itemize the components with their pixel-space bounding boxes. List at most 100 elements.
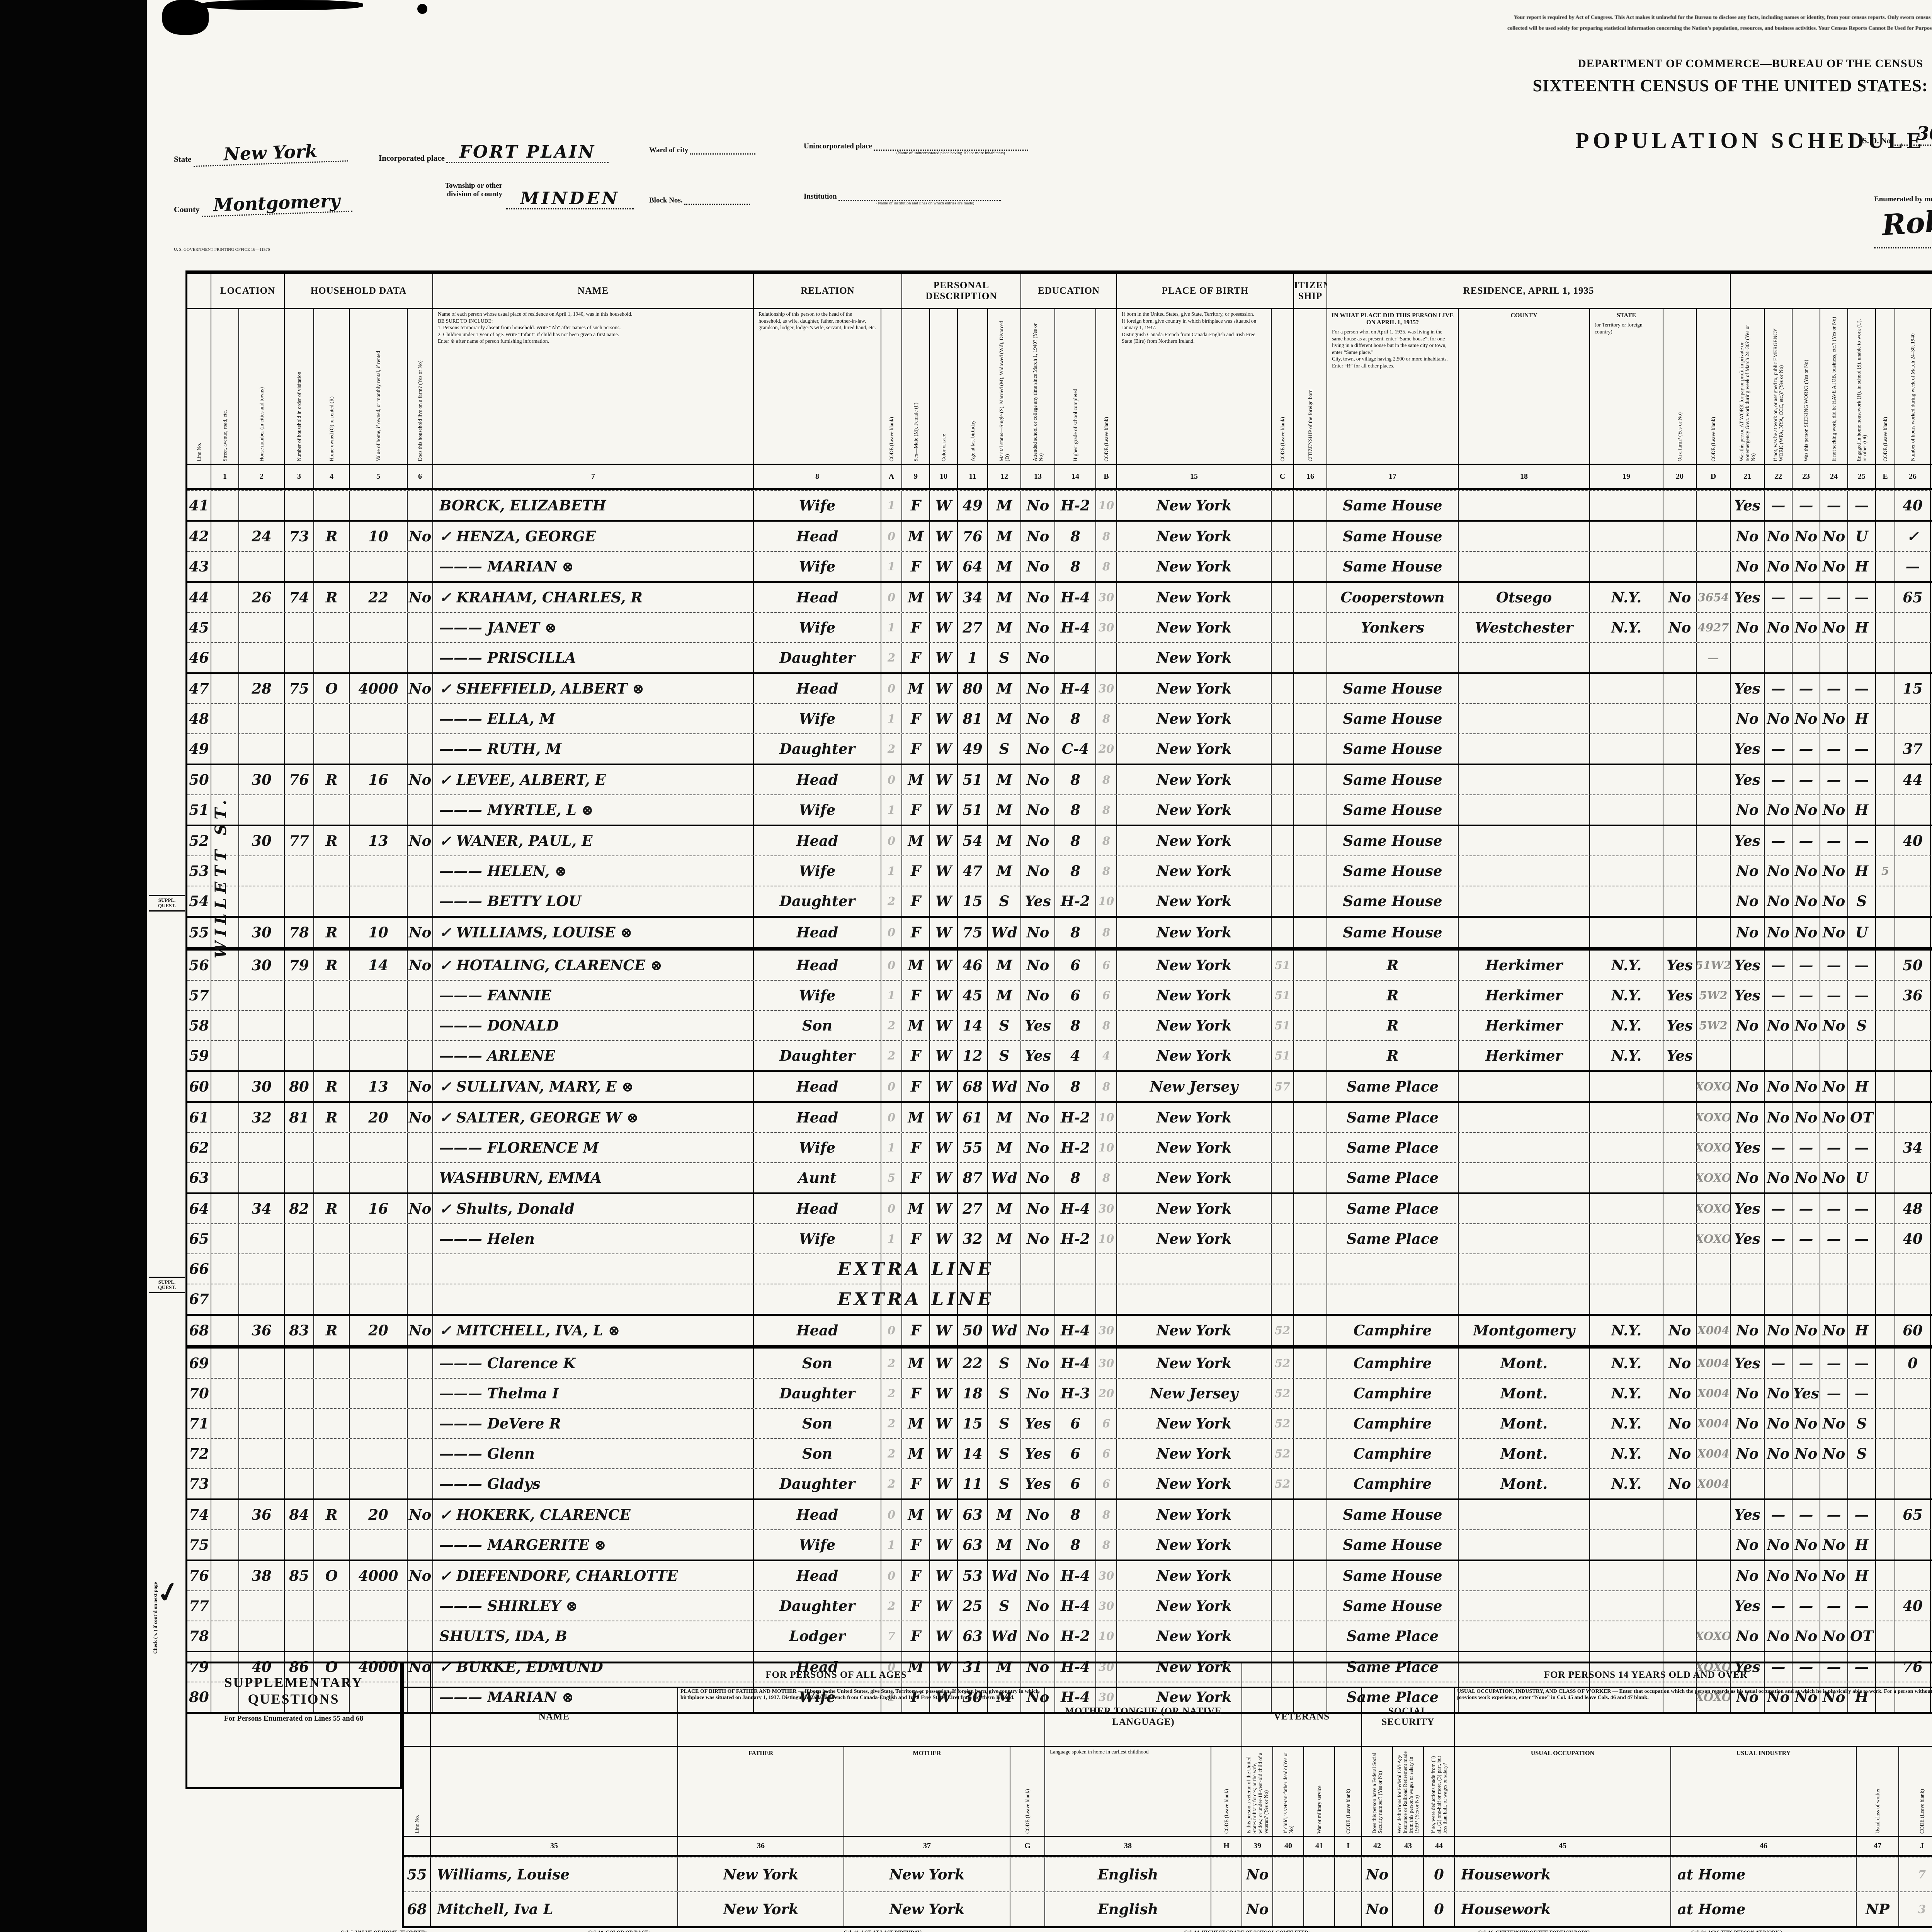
cell-w22: No	[1765, 1379, 1793, 1408]
cell-w25: H	[1848, 1530, 1876, 1560]
cell-or	[314, 643, 350, 672]
cell-codeA: 1	[881, 491, 902, 520]
cell-w21: Yes	[1731, 734, 1765, 764]
cell-w24	[1820, 1254, 1848, 1284]
cell-street	[211, 826, 239, 855]
cell-grade: H-4	[1055, 1682, 1096, 1712]
cell-grade: 4	[1055, 1041, 1096, 1070]
cell-city35: Camphire	[1327, 1409, 1459, 1438]
schedule-title: POPULATION SCHEDULE	[1575, 128, 1925, 153]
col-label-13: Attended school or college any time sinc…	[1021, 309, 1055, 464]
cell-grade: H-4	[1055, 1652, 1096, 1682]
col-label-24: If not seeking work, did he HAVE A JOB, …	[1820, 309, 1848, 464]
cell-ln: 55	[404, 1857, 431, 1891]
cell-codeC	[1272, 1163, 1294, 1192]
cell-name: ✓ KRAHAM, CHARLES, R	[433, 583, 754, 612]
cell-color: W	[930, 886, 958, 916]
col-label-45: USUAL OCCUPATION	[1455, 1747, 1671, 1836]
cell-city35: Same House	[1327, 491, 1459, 520]
cell-w21: Yes	[1731, 1133, 1765, 1162]
cell-age: 87	[958, 1163, 988, 1192]
cell-codeA: 2	[881, 1469, 902, 1498]
cell-w23: No	[1793, 1561, 1820, 1590]
cell-sex: M	[902, 1409, 930, 1438]
cell-pob: New York	[1117, 734, 1272, 764]
supplementary-title: SUPPLEMENTARY QUESTIONS	[224, 1675, 363, 1707]
cell-w21: No	[1731, 1561, 1765, 1590]
cell-hh	[285, 1284, 314, 1314]
cell-sch: No	[1021, 795, 1055, 825]
cell-mar: M	[988, 613, 1021, 642]
cell-street	[211, 1224, 239, 1253]
cell-w24: No	[1820, 918, 1848, 947]
cell-w21: Yes	[1731, 674, 1765, 703]
unincorporated-value	[873, 150, 1028, 151]
cell-w25: H	[1848, 552, 1876, 581]
cell-farm	[408, 1682, 433, 1712]
cell-w25: S	[1848, 886, 1876, 916]
township-value: MINDEN	[506, 189, 634, 209]
table-row: 55 Williams, Louise New York New York Englis…	[404, 1857, 1932, 1891]
cell-color: W	[930, 1621, 958, 1651]
cell-codeB: 8	[1096, 918, 1117, 947]
cell-st35	[1590, 674, 1663, 703]
col-label-46: USUAL INDUSTRY	[1671, 1747, 1857, 1836]
cell-codeC	[1272, 886, 1294, 916]
table-row: 56 30 79 R 14 No ✓ HOTALING, CLARENCE ⊗ Head 0 M W…	[187, 949, 1932, 980]
cell-house	[239, 1682, 285, 1712]
cell-w25: S	[1848, 1439, 1876, 1468]
cell-street	[211, 1041, 239, 1070]
table-row: 63 WASHBURN, EMMA Aunt 5 F W 87 Wd No 8 8 New York S…	[187, 1162, 1932, 1192]
cell-sch: No	[1021, 552, 1055, 581]
cell-sch: No	[1021, 1349, 1055, 1378]
cell-or: R	[314, 951, 350, 980]
cell-hrs	[1895, 1163, 1931, 1192]
cell-house: 26	[239, 583, 285, 612]
cell-grade: 6	[1055, 951, 1096, 980]
cell-hrs	[1895, 643, 1931, 672]
cell-mar: S	[988, 1591, 1021, 1621]
cell-house	[239, 1254, 285, 1284]
cell-codeC	[1272, 491, 1294, 520]
col-number: 3	[285, 465, 314, 488]
cell-rel: Wife	[754, 491, 881, 520]
col-number: I	[1335, 1837, 1362, 1855]
cell-w23: —	[1793, 765, 1820, 794]
scan-artifact	[417, 4, 427, 14]
cell-codeE	[1876, 951, 1895, 980]
cell-cty35	[1459, 918, 1590, 947]
table-row: 51 ——— MYRTLE, L ⊗ Wife 1 F W 51 M No 8 8 New York S…	[187, 794, 1932, 825]
cell-mar: M	[988, 583, 1021, 612]
cell-name: ——— ELLA, M	[433, 704, 754, 733]
cell-ln: 69	[187, 1349, 211, 1378]
cell-codeA: 0	[881, 1500, 902, 1529]
cell-sex: M	[902, 1500, 930, 1529]
cell-w22: No	[1765, 552, 1793, 581]
cell-farm35	[1663, 1621, 1697, 1651]
cell-st35	[1590, 1561, 1663, 1590]
cell-farm	[408, 1163, 433, 1192]
cell-codeA: 0	[881, 1652, 902, 1682]
cell-w21: No	[1731, 1103, 1765, 1132]
cell-codeA: 2	[881, 1349, 902, 1378]
cell-house	[239, 1409, 285, 1438]
cell-val: 13	[350, 1072, 408, 1101]
cell-w25: U	[1848, 918, 1876, 947]
cell-hh	[285, 1682, 314, 1712]
group-header: FOR PERSONS 14 YEARS OLD AND OVER	[1242, 1663, 1932, 1687]
cell-pob: New York	[1117, 1133, 1272, 1162]
cell-sch: No	[1021, 522, 1055, 551]
cell-color: W	[930, 522, 958, 551]
cell-name: ✓ BURKE, EDMUND	[433, 1652, 754, 1682]
cell-sch: No	[1021, 491, 1055, 520]
table-row: 77 ——— SHIRLEY ⊗ Daughter 2 F W 25 S No H-4 30 New …	[187, 1590, 1932, 1621]
suppl-quest-marker-left-55: SUPPL. QUEST.	[149, 895, 185, 912]
cell-sch: Yes	[1021, 1041, 1055, 1070]
cell-cty35	[1459, 1103, 1590, 1132]
cell-codeB: 8	[1096, 826, 1117, 855]
cell-w23	[1793, 643, 1820, 672]
cell-house	[239, 856, 285, 886]
cell-I	[1335, 1892, 1362, 1926]
cell-hh	[285, 1591, 314, 1621]
cell-or	[314, 491, 350, 520]
